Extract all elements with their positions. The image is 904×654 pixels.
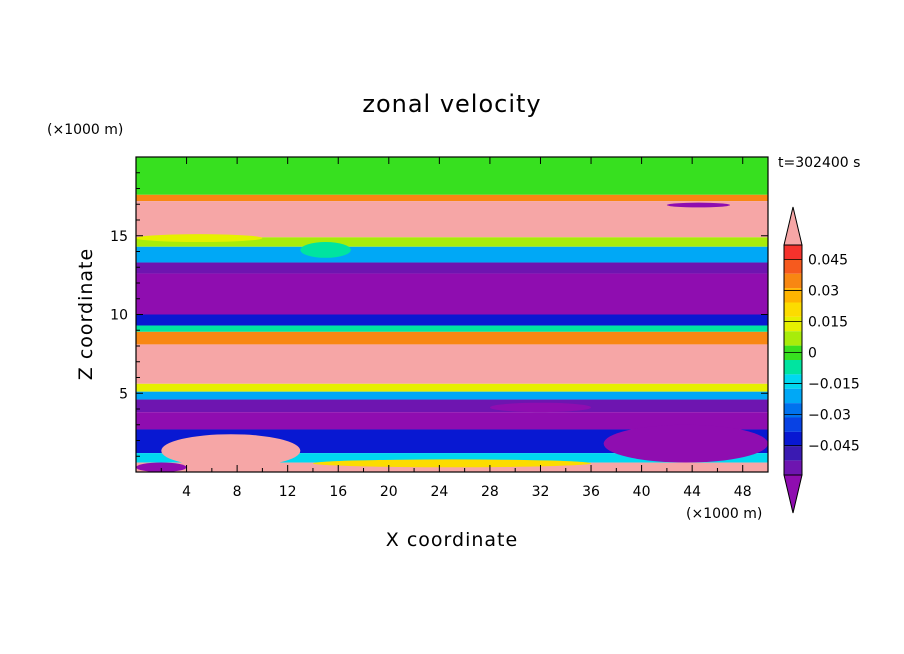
y-tick-label-1: 10 — [110, 308, 128, 324]
x-axis-ticks: 4 8 12 16 20 24 28 32 36 40 44 48 — [160, 157, 752, 500]
colorbar-top-arrow — [783, 206, 803, 246]
contour-band-4 — [136, 246, 768, 263]
colorbar-label-4: −0.015 — [808, 377, 860, 393]
contour-band-7 — [136, 314, 768, 326]
colorbar-label-5: −0.03 — [808, 408, 851, 424]
colorbar-swatch-0 — [784, 245, 802, 260]
x-tick-label-2: 12 — [279, 484, 297, 500]
x-tick-label-4: 20 — [380, 484, 398, 500]
y-tick-label-0: 5 — [119, 386, 128, 402]
y-axis-ticks: 5 10 15 — [110, 172, 768, 457]
contour-band-16 — [136, 453, 768, 463]
contour-field — [136, 157, 768, 472]
colorbar-label-0: 0.045 — [808, 252, 848, 268]
contour-feature-2 — [666, 202, 731, 208]
contour-feature-0 — [136, 234, 263, 243]
contour-band-6 — [136, 273, 768, 315]
contour-band-11 — [136, 383, 768, 392]
x-tick-label-11: 48 — [734, 484, 752, 500]
x-tick-label-0: 4 — [182, 484, 191, 500]
colorbar-swatch-13 — [784, 431, 802, 447]
contour-feature-6 — [312, 459, 592, 468]
x-tick-label-8: 36 — [582, 484, 600, 500]
contour-band-9 — [136, 331, 768, 345]
x-tick-label-6: 28 — [481, 484, 499, 500]
contour-feature-5 — [136, 462, 187, 472]
colorbar-swatch-1 — [784, 259, 802, 274]
x-tick-label-1: 8 — [233, 484, 242, 500]
y-tick-label-2: 15 — [110, 229, 128, 245]
chart-title: zonal velocity — [362, 90, 541, 118]
contour-band-12 — [136, 391, 768, 400]
z-unit-label: (×1000 m) — [47, 122, 123, 138]
y-axis-label: Z coordinate — [75, 248, 97, 380]
colorbar-frame — [783, 244, 803, 476]
colorbar-swatch-8 — [784, 360, 802, 375]
colorbar-swatch-15 — [784, 460, 802, 475]
colorbar-swatch-11 — [784, 403, 802, 418]
colorbar-swatch-9 — [784, 374, 802, 389]
contour-band-14 — [136, 412, 768, 430]
colorbar-swatch-12 — [784, 417, 802, 432]
colorbar-swatch-5 — [784, 316, 802, 332]
x-tick-label-5: 24 — [430, 484, 448, 500]
x-tick-label-7: 32 — [532, 484, 550, 500]
contour-feature-4 — [161, 434, 301, 468]
colorbar-label-3: 0 — [808, 346, 817, 362]
colorbar-swatch-10 — [784, 388, 802, 404]
x-tick-label-9: 40 — [633, 484, 651, 500]
colorbar: 0.045 0.03 0.015 0 −0.015 −0.03 −0.045 — [783, 206, 860, 514]
contour-feature-3 — [603, 424, 768, 463]
contour-band-5 — [136, 262, 768, 274]
colorbar-swatch-14 — [784, 446, 802, 461]
contour-band-3 — [136, 237, 768, 247]
contour-feature-1 — [300, 242, 351, 258]
colorbar-swatch-6 — [784, 331, 802, 346]
colorbar-label-2: 0.015 — [808, 314, 848, 330]
colorbar-label-1: 0.03 — [808, 283, 839, 299]
contour-band-1 — [136, 194, 768, 202]
contour-feature-7 — [489, 402, 592, 413]
contour-band-2 — [136, 201, 768, 238]
x-axis-label: X coordinate — [386, 529, 518, 551]
time-label: t=302400 s — [778, 155, 860, 171]
contour-band-10 — [136, 344, 768, 384]
colorbar-swatch-2 — [784, 273, 802, 289]
contour-features — [136, 202, 768, 472]
colorbar-swatch-4 — [784, 302, 802, 317]
colorbar-bottom-arrow — [783, 474, 803, 514]
colorbar-swatch-3 — [784, 288, 802, 303]
x-tick-label-3: 16 — [329, 484, 347, 500]
colorbar-label-6: −0.045 — [808, 439, 860, 455]
x-tick-label-10: 44 — [683, 484, 701, 500]
contour-band-8 — [136, 325, 768, 332]
contour-band-0 — [136, 157, 768, 195]
x-unit-label: (×1000 m) — [686, 506, 762, 522]
contour-band-13 — [136, 399, 768, 413]
